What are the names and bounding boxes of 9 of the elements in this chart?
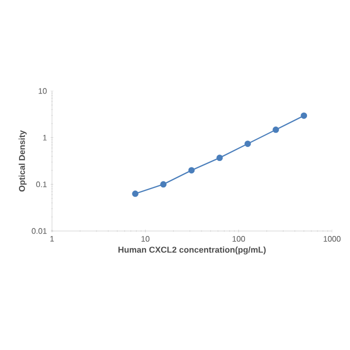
point — [188, 167, 195, 174]
x-axis-title: Human CXCL2 concentration(pg/mL) — [118, 246, 266, 254]
point — [160, 181, 167, 188]
point — [272, 126, 279, 133]
point — [132, 190, 138, 197]
point — [244, 140, 251, 147]
y-axis-title: Optical Density — [18, 130, 27, 192]
point — [300, 112, 308, 119]
point — [216, 154, 223, 162]
